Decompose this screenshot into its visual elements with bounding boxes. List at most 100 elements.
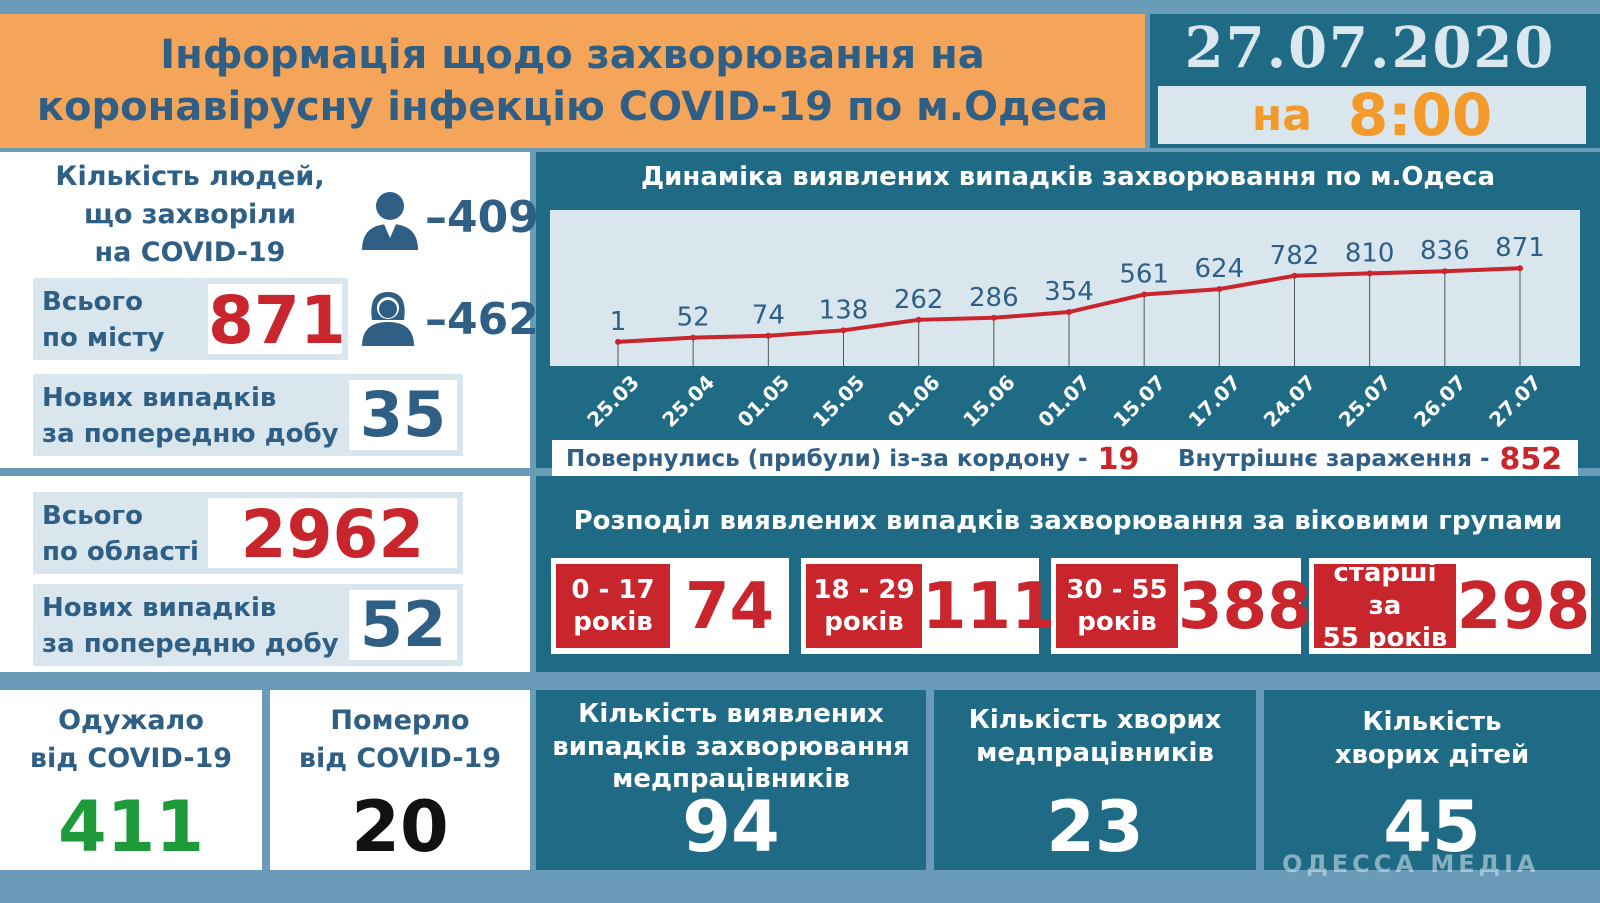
- chart-point: [1366, 270, 1373, 277]
- chart-tick-label: 01.05: [733, 370, 795, 432]
- age-group-value: 388: [1178, 570, 1312, 644]
- city-total-value-bg: [208, 284, 342, 354]
- died-label-line-2: від COVID-19: [298, 743, 502, 774]
- chart-point: [840, 327, 847, 334]
- chart-point: [1517, 265, 1523, 272]
- city-total-value: 871: [208, 282, 346, 359]
- chart-title: Динаміка виявлених випадків захворювання…: [640, 162, 1496, 192]
- chart-point: [615, 338, 621, 345]
- men-count: –409: [425, 192, 539, 243]
- people-label-line-3: на COVID-19: [94, 237, 286, 268]
- title-line-2: коронавірусну інфекцію COVID-19 по м.Оде…: [36, 84, 1109, 130]
- children-panel: [1264, 690, 1600, 870]
- title-line-1: Інформація щодо захворювання на: [160, 32, 985, 78]
- children-value: 45: [1383, 786, 1481, 868]
- chart-point: [1141, 291, 1148, 298]
- report-time: на 8:00: [1158, 81, 1586, 149]
- chart-tick-label: 01.06: [883, 370, 945, 432]
- age-group-label: 30 - 55 років: [1056, 564, 1178, 648]
- medics-cases-value: 94: [682, 786, 780, 868]
- bottom-strip: [0, 878, 1600, 903]
- chart-tick-label: 26.07: [1409, 370, 1471, 432]
- page-title: Інформація щодо захворювання на коронаві…: [0, 14, 1145, 148]
- chart-point: [1291, 272, 1298, 279]
- internal-item: Внутрішнє зараження - 852: [1178, 440, 1562, 478]
- city-total-label: Всього по місту: [42, 284, 164, 356]
- region-total-label-line-1: Всього: [42, 501, 143, 531]
- chart-data-label: 871: [1495, 233, 1545, 263]
- time-value: 8:00: [1347, 81, 1493, 149]
- region-new-label-line-2: за попередню добу: [42, 629, 339, 659]
- medics-cases-label-line-1: Кількість виявлених: [578, 699, 884, 729]
- people-label: Кількість людей, що захворіли на COVID-1…: [40, 158, 340, 272]
- region-new-label-line-1: Нових випадків: [42, 593, 277, 623]
- chart-data-label: 262: [894, 285, 944, 315]
- medics-sick-label-line-2: медпрацівників: [976, 737, 1214, 768]
- region-total-value-bg: [208, 498, 457, 568]
- age-group-label: 18 - 29 років: [806, 564, 922, 648]
- city-new-label: Нових випадків за попередню добу: [42, 380, 339, 452]
- died-panel: [270, 690, 530, 870]
- sources-bar: [552, 440, 1578, 478]
- header-banner: [0, 14, 1145, 148]
- chart-point: [1066, 309, 1072, 316]
- died-label: Померло від COVID-19: [270, 702, 530, 778]
- region-total-label-line-2: по області: [42, 537, 199, 567]
- chart-data-label: 561: [1119, 259, 1169, 289]
- region-new-value: 52: [359, 588, 447, 661]
- age-group-label-line-1: 30 - 55: [1066, 574, 1168, 605]
- chart-point: [990, 314, 997, 321]
- recovered-label: Одужало від COVID-19: [0, 702, 262, 778]
- age-group-label: 0 - 17 років: [556, 564, 670, 648]
- medics-cases-panel: [536, 690, 926, 870]
- medics-sick-label: Кількість хворих медпрацівників: [934, 704, 1256, 769]
- watermark: ОДЕССА МЕДІА: [1282, 850, 1540, 878]
- chart-tick-label: 17.07: [1184, 370, 1246, 432]
- recovered-value: 411: [57, 786, 205, 868]
- people-label-line-2: що захворіли: [83, 199, 297, 230]
- region-total-value: 2962: [240, 496, 425, 573]
- man-icon: [362, 192, 418, 250]
- chart-tick-label: 27.07: [1484, 370, 1546, 432]
- age-group-label-line-2: років: [1077, 607, 1157, 637]
- chart-tick-label: 15.06: [958, 370, 1020, 432]
- returned-label: Повернулись (прибули) із-за кордону -: [566, 446, 1088, 472]
- chart-point: [1216, 286, 1223, 293]
- chart-data-label: 74: [752, 301, 785, 331]
- chart-tick-label: 24.07: [1259, 370, 1321, 432]
- chart-tick-label: 15.07: [1108, 370, 1170, 432]
- chart-data-label: 286: [969, 283, 1019, 313]
- age-title: Розподіл виявлених випадків захворювання…: [573, 506, 1563, 536]
- chart-data-label: 810: [1345, 238, 1395, 268]
- chart-data-label: 1: [610, 307, 627, 337]
- women-count: –462: [425, 294, 539, 345]
- woman-icon: [362, 292, 414, 346]
- people-label-line-1: Кількість людей,: [55, 161, 325, 192]
- chart-point: [1441, 268, 1448, 275]
- medics-cases-label-line-2: випадків захворювання: [552, 731, 910, 762]
- returned-item: Повернулись (прибули) із-за кордону - 19: [566, 440, 1139, 478]
- city-new-value-bg: [349, 380, 457, 450]
- age-group-value: 298: [1456, 570, 1591, 644]
- age-group-value: 111: [922, 570, 1056, 644]
- chart-point: [765, 332, 772, 339]
- chart-tick-label: 15.05: [808, 370, 870, 432]
- age-group-value: 74: [684, 570, 775, 644]
- city-new-value: 35: [359, 378, 447, 451]
- region-new-value-bg: [349, 590, 457, 660]
- chart-tick-label: 25.03: [582, 370, 644, 432]
- city-total-label-line-1: Всього: [42, 287, 143, 317]
- report-date: 27.07.2020: [1184, 15, 1556, 81]
- internal-label: Внутрішнє зараження -: [1178, 446, 1490, 472]
- region-total-label: Всього по області: [42, 498, 199, 570]
- chart-data-label: 138: [819, 295, 869, 325]
- children-label: Кількість хворих дітей: [1264, 706, 1600, 771]
- medics-cases-label-line-3: медпрацівників: [612, 764, 850, 794]
- age-group-label-line-2: 55 років: [1322, 623, 1448, 654]
- died-label-line-1: Померло: [330, 705, 470, 736]
- children-label-line-2: хворих дітей: [1334, 739, 1530, 770]
- medics-cases-label: Кількість виявлених випадків захворюванн…: [536, 698, 926, 796]
- chart-data-label: 354: [1044, 277, 1094, 307]
- chart-data-label: 52: [677, 303, 710, 333]
- time-prefix: на: [1251, 89, 1312, 141]
